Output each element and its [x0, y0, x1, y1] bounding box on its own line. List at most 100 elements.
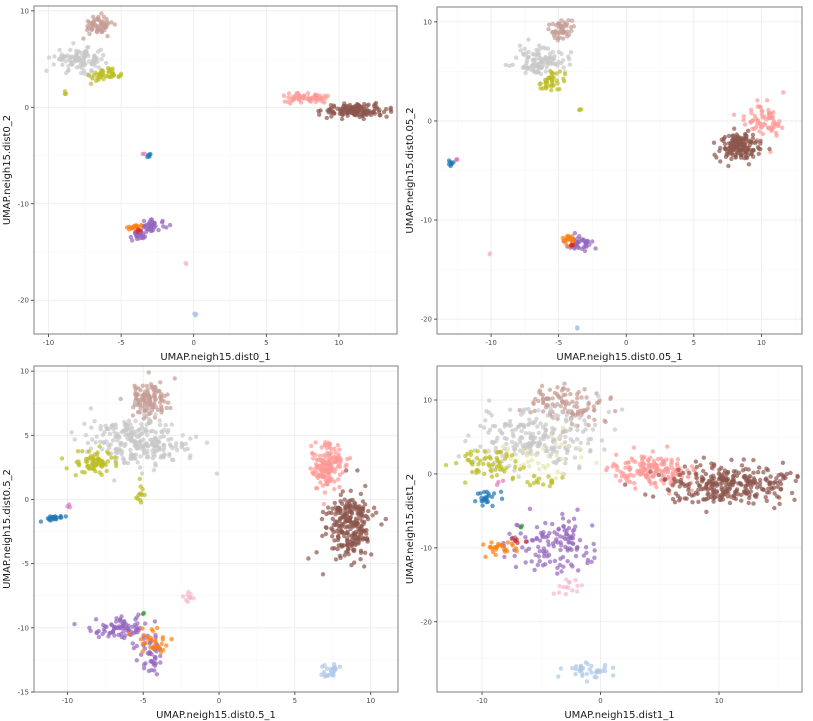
scatter-point — [575, 427, 580, 433]
scatter-point — [146, 394, 151, 399]
scatter-point — [559, 456, 564, 462]
scatter-point — [358, 550, 364, 555]
scatter-point — [102, 430, 107, 435]
scatter-point — [128, 436, 133, 441]
scatter-point — [499, 496, 505, 501]
scatter-point — [603, 662, 608, 668]
scatter-point — [546, 474, 551, 479]
scatter-point — [105, 459, 111, 464]
scatter-point — [104, 468, 109, 474]
scatter-point — [475, 449, 480, 454]
scatter-point — [137, 465, 143, 470]
scatter-point — [57, 47, 62, 53]
scatter-point — [777, 495, 782, 500]
scatter-point — [169, 636, 174, 642]
scatter-point — [614, 452, 619, 457]
scatter-point — [725, 494, 730, 499]
scatter-point — [342, 513, 348, 518]
scatter-point — [559, 569, 564, 574]
scatter-point — [589, 559, 594, 564]
scatter-point — [504, 549, 510, 554]
scatter-point — [118, 625, 123, 631]
scatter-point — [52, 54, 57, 59]
scatter-point — [345, 524, 350, 529]
y-tick-label: 10 — [20, 7, 29, 15]
scatter-point — [503, 62, 508, 68]
scatter-point — [486, 430, 491, 435]
scatter-point — [188, 595, 193, 600]
scatter-point — [88, 628, 93, 634]
scatter-point — [513, 538, 518, 544]
scatter-point — [44, 68, 49, 74]
scatter-point — [157, 418, 162, 423]
scatter-point — [500, 453, 505, 458]
scatter-point — [463, 480, 468, 485]
scatter-point — [509, 541, 515, 546]
scatter-point — [540, 392, 546, 398]
scatter-point — [332, 446, 337, 451]
scatter-point — [566, 519, 572, 524]
scatter-point — [468, 452, 474, 458]
scatter-point — [331, 529, 336, 535]
scatter-point — [545, 539, 551, 544]
scatter-point — [559, 25, 565, 31]
scatter-point — [532, 419, 538, 424]
scatter-point — [618, 478, 623, 483]
scatter-point — [503, 456, 508, 461]
scatter-point — [96, 634, 102, 640]
scatter-point — [732, 493, 737, 498]
scatter-point — [308, 96, 313, 102]
scatter-point — [488, 467, 493, 473]
scatter-point — [172, 376, 177, 381]
scatter-point — [557, 590, 562, 595]
scatter-point — [626, 460, 631, 465]
scatter-point — [575, 326, 580, 331]
scatter-point — [586, 437, 591, 442]
scatter-point — [563, 456, 569, 462]
scatter-point — [531, 400, 536, 405]
scatter-point — [686, 487, 691, 493]
scatter-point — [502, 554, 507, 560]
scatter-point — [652, 463, 657, 468]
panel-background — [436, 365, 803, 693]
scatter-point — [542, 551, 547, 556]
scatter-point — [566, 237, 572, 242]
scatter-point — [770, 114, 776, 120]
scatter-point — [365, 539, 370, 544]
scatter-point — [711, 499, 716, 504]
scatter-point — [585, 557, 591, 563]
scatter-point — [348, 526, 353, 532]
scatter-point — [572, 404, 577, 409]
scatter-point — [758, 477, 763, 483]
scatter-point — [487, 545, 492, 550]
scatter-point — [584, 239, 589, 244]
scatter-point — [743, 154, 749, 160]
scatter-point — [82, 71, 87, 76]
scatter-point — [138, 484, 143, 489]
scatter-point — [711, 473, 716, 478]
y-tick-label: 0 — [428, 117, 432, 125]
scatter-point — [572, 246, 577, 251]
scatter-point — [755, 470, 761, 475]
scatter-point — [491, 491, 497, 496]
scatter-point — [564, 399, 569, 404]
scatter-point — [185, 446, 190, 452]
scatter-point — [750, 136, 755, 141]
scatter-point — [518, 531, 523, 536]
scatter-point — [348, 539, 353, 545]
scatter-point — [743, 466, 748, 472]
scatter-point — [544, 64, 549, 70]
panel-border — [436, 6, 803, 335]
scatter-point — [558, 666, 564, 671]
scatter-point — [689, 493, 694, 498]
scatter-point — [328, 110, 333, 115]
scatter-point — [301, 93, 307, 98]
scatter-point — [572, 423, 578, 428]
scatter-point — [505, 448, 510, 453]
scatter-point — [143, 621, 148, 626]
scatter-point — [789, 490, 795, 496]
scatter-point — [556, 435, 562, 440]
scatter-point — [755, 98, 760, 103]
scatter-point — [543, 433, 548, 438]
scatter-point — [731, 479, 736, 485]
